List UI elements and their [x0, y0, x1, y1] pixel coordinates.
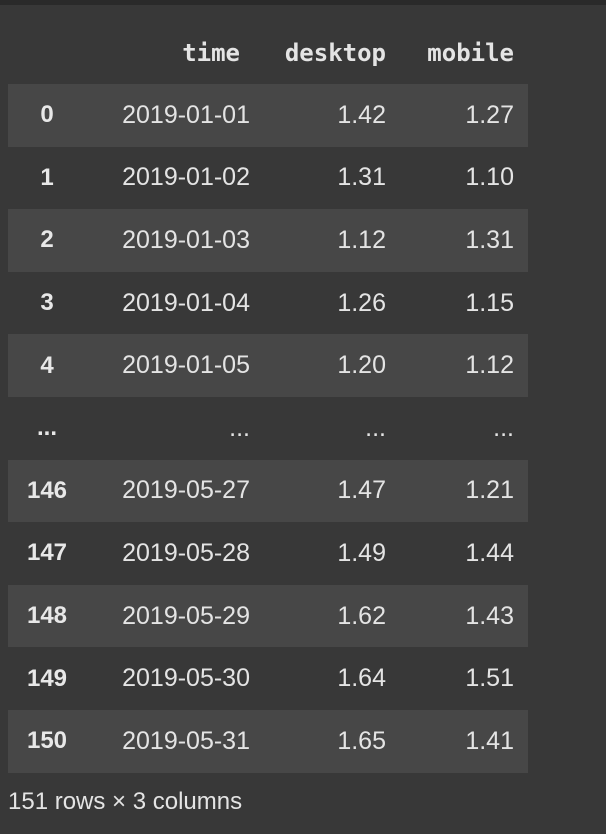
mobile-cell: ...: [493, 413, 514, 442]
row-index: 146: [26, 476, 68, 504]
time-cell: 2019-05-31: [122, 726, 250, 755]
time-cell: 2019-05-29: [122, 601, 250, 630]
row-index: 147: [26, 539, 68, 567]
desktop-cell: 1.47: [337, 476, 386, 505]
time-cell: 2019-01-05: [122, 351, 250, 380]
table-row: 148 2019-05-29 1.62 1.43: [8, 584, 528, 648]
cell-top-border: [0, 0, 606, 5]
mobile-cell: 1.21: [465, 476, 514, 505]
desktop-cell: 1.31: [337, 163, 386, 192]
table-row: 150 2019-05-31 1.65 1.41: [8, 709, 528, 773]
index-header: [8, 22, 86, 84]
column-header-time: time: [182, 39, 240, 67]
row-index: 4: [40, 351, 54, 379]
row-index: ...: [36, 414, 57, 442]
row-index: 1: [40, 163, 54, 191]
time-cell: 2019-05-28: [122, 538, 250, 567]
mobile-cell: 1.44: [465, 538, 514, 567]
row-index: 149: [26, 664, 68, 692]
column-header-desktop: desktop: [284, 39, 386, 67]
time-cell: 2019-01-03: [122, 225, 250, 254]
mobile-cell: 1.51: [465, 664, 514, 693]
desktop-cell: ...: [365, 413, 386, 442]
desktop-cell: 1.64: [337, 664, 386, 693]
table-row: 3 2019-01-04 1.26 1.15: [8, 271, 528, 335]
mobile-cell: 1.10: [465, 163, 514, 192]
table-row: 147 2019-05-28 1.49 1.44: [8, 522, 528, 585]
mobile-cell: 1.31: [465, 225, 514, 254]
desktop-cell: 1.42: [337, 100, 386, 129]
desktop-cell: 1.62: [337, 601, 386, 630]
desktop-cell: 1.49: [337, 538, 386, 567]
time-cell: 2019-05-27: [122, 476, 250, 505]
desktop-cell: 1.26: [337, 288, 386, 317]
dataframe-shape-summary: 151 rows × 3 columns: [8, 788, 243, 815]
row-index: 2: [40, 226, 54, 254]
mobile-cell: 1.15: [465, 288, 514, 317]
row-index: 150: [26, 727, 68, 755]
mobile-cell: 1.12: [465, 351, 514, 380]
time-cell: 2019-01-04: [122, 288, 250, 317]
mobile-cell: 1.41: [465, 726, 514, 755]
table-row: 2 2019-01-03 1.12 1.31: [8, 209, 528, 272]
dataframe-output: time desktop mobile 0 2019-01-01 1.42 1.…: [8, 22, 528, 773]
desktop-cell: 1.20: [337, 351, 386, 380]
desktop-cell: 1.12: [337, 225, 386, 254]
table-row: 146 2019-05-27 1.47 1.21: [8, 459, 528, 523]
mobile-cell: 1.43: [465, 601, 514, 630]
row-index: 0: [40, 101, 54, 129]
time-cell: 2019-01-01: [122, 100, 250, 129]
row-index: 148: [26, 602, 68, 630]
column-header-mobile: mobile: [427, 39, 514, 67]
time-cell: 2019-01-02: [122, 163, 250, 192]
table-row: 149 2019-05-30 1.64 1.51: [8, 647, 528, 710]
dataframe-table: time desktop mobile 0 2019-01-01 1.42 1.…: [8, 22, 528, 773]
table-row: 0 2019-01-01 1.42 1.27: [8, 84, 528, 147]
time-cell: 2019-05-30: [122, 664, 250, 693]
row-index: 3: [40, 289, 54, 317]
table-row: 4 2019-01-05 1.20 1.12: [8, 334, 528, 397]
desktop-cell: 1.65: [337, 726, 386, 755]
table-row: 1 2019-01-02 1.31 1.10: [8, 146, 528, 210]
header-row: time desktop mobile: [8, 22, 528, 84]
mobile-cell: 1.27: [465, 100, 514, 129]
time-cell: ...: [229, 413, 250, 442]
ellipsis-row: ... ... ... ...: [8, 396, 528, 460]
